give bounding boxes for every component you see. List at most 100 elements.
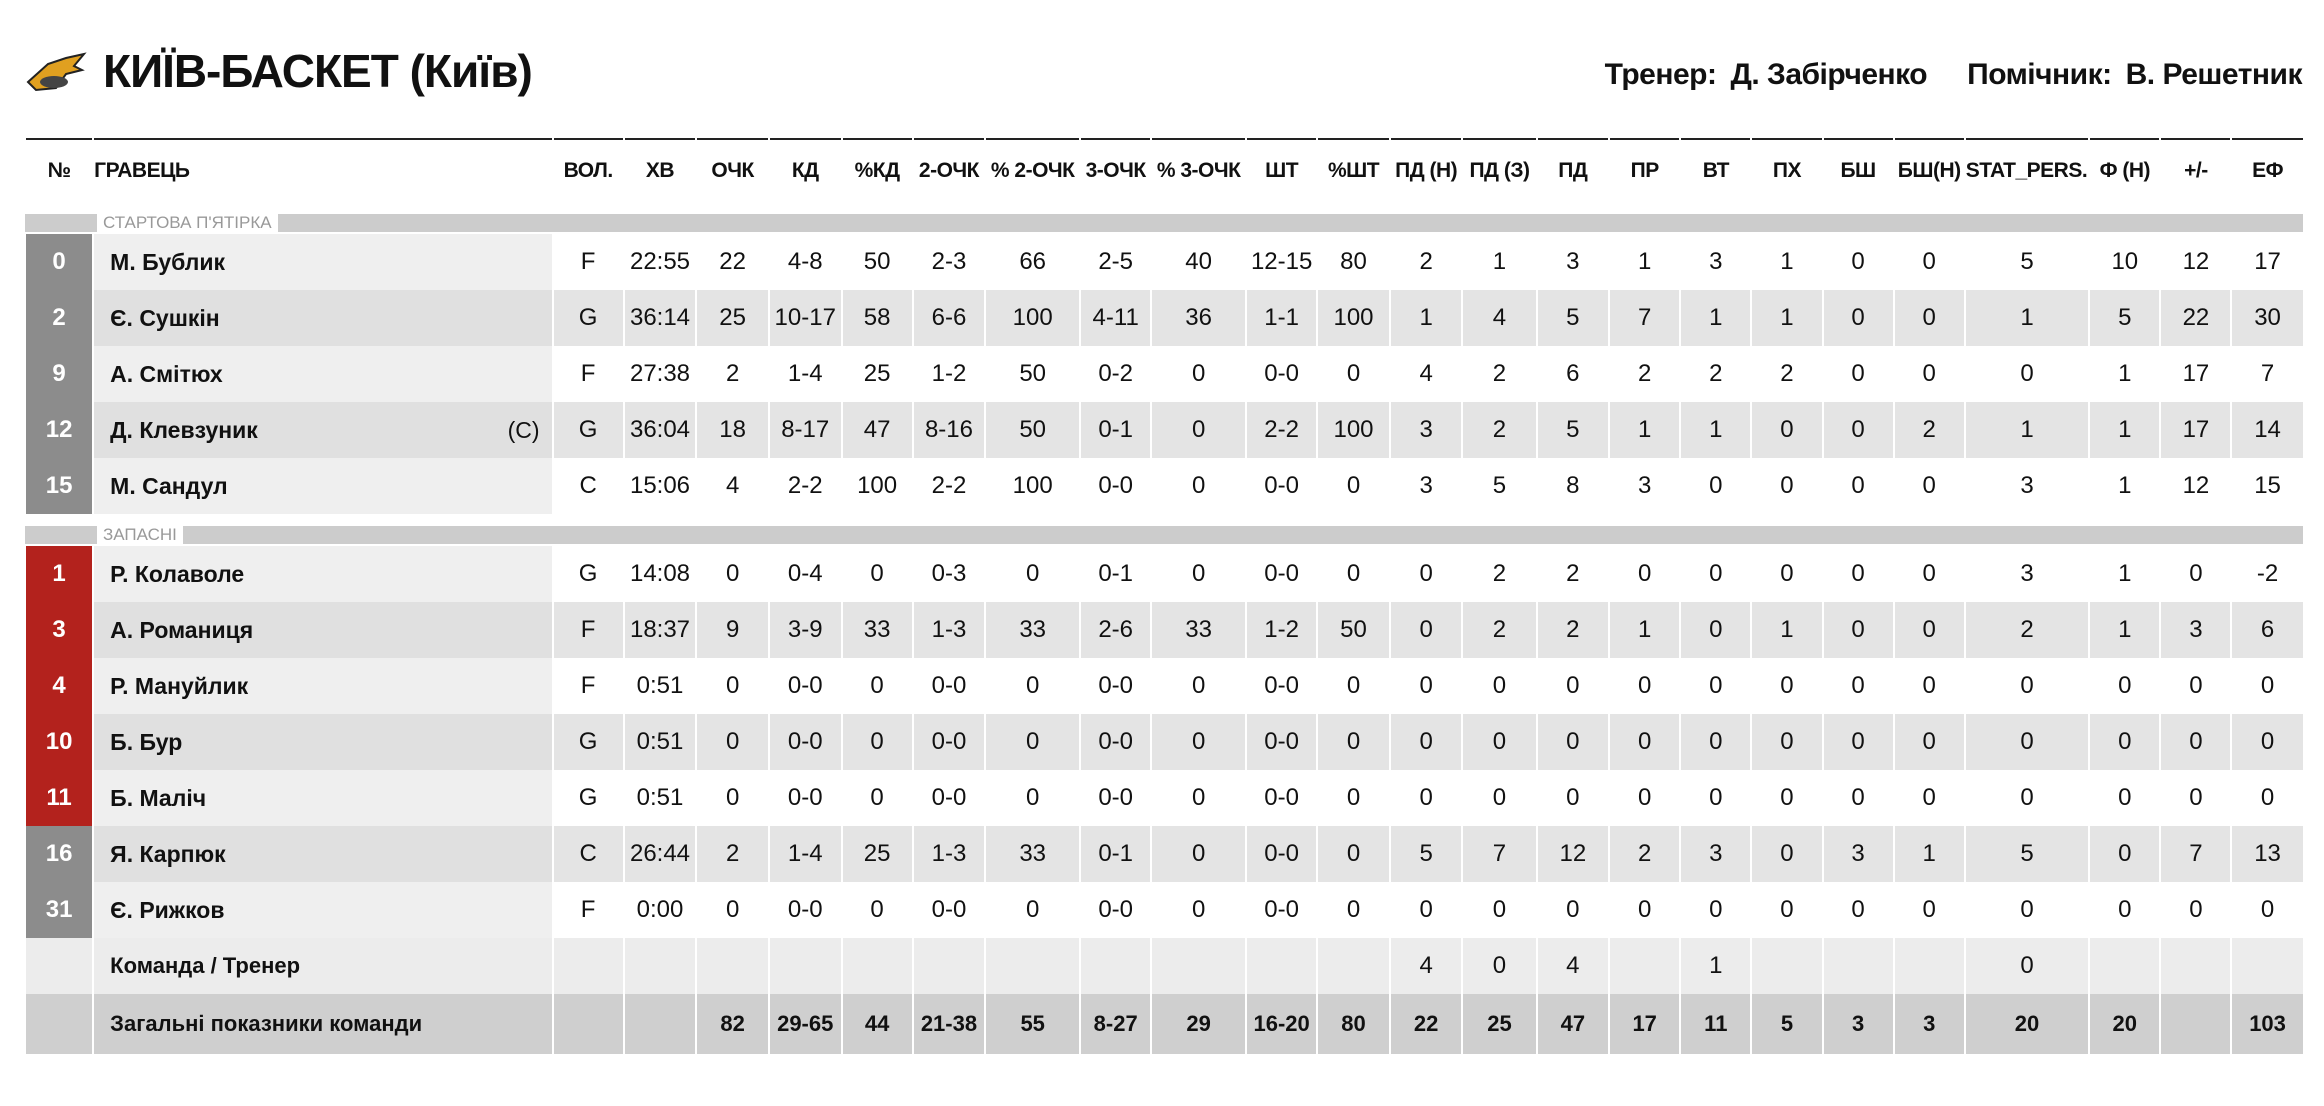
stat-cell: 0 xyxy=(1963,658,2090,714)
column-header: КД xyxy=(767,139,842,202)
stat-cell: 27:38 xyxy=(622,346,697,402)
stat-cell: 0 xyxy=(1316,346,1390,402)
stat-cell: 1 xyxy=(2088,402,2161,458)
stat-cell: 2-3 xyxy=(911,234,986,290)
stat-cell: 0 xyxy=(1150,402,1247,458)
stat-cell: 0 xyxy=(1821,546,1894,602)
stat-cell: 1-3 xyxy=(911,826,986,882)
stat-cell: 0:51 xyxy=(622,658,697,714)
stat-cell: 1-1 xyxy=(1245,290,1318,346)
stat-cell: 50 xyxy=(1316,602,1390,658)
stat-cell: 0 xyxy=(1963,882,2090,938)
stat-cell: 2 xyxy=(1535,602,1610,658)
column-header: % 3-ОЧК xyxy=(1150,139,1247,202)
stat-cell: 0-0 xyxy=(1245,826,1318,882)
totals-row: Загальні показники команди 82 29-65 44 21-38… xyxy=(23,994,2303,1054)
stat-cell: 6 xyxy=(1535,346,1610,402)
stat-cell: 29-65 xyxy=(767,994,842,1054)
column-header: 2-ОЧК xyxy=(911,139,986,202)
stat-cell: 0-1 xyxy=(1079,826,1152,882)
stat-cell: 4 xyxy=(1535,938,1610,994)
column-header: ВТ xyxy=(1679,139,1752,202)
stat-cell: 0 xyxy=(1821,402,1894,458)
stat-cell: 12 xyxy=(2159,234,2232,290)
stat-cell: F xyxy=(551,602,624,658)
stat-cell: 0-0 xyxy=(1245,346,1318,402)
stat-cell: 0 xyxy=(1821,458,1894,514)
stat-cell: 58 xyxy=(840,290,913,346)
column-header: ПД (Н) xyxy=(1388,139,1463,202)
stat-cell: 0 xyxy=(1608,546,1681,602)
player-name-text: Р. Мануйлик xyxy=(110,672,249,699)
stat-cell: 15:06 xyxy=(622,458,697,514)
stat-cell: 4 xyxy=(695,458,769,514)
stat-cell: 0 xyxy=(1821,290,1894,346)
stat-cell: 0 xyxy=(1750,770,1823,826)
stat-cell: 17 xyxy=(2230,234,2303,290)
stat-cell: 3 xyxy=(1892,994,1965,1054)
player-number: 16 xyxy=(23,826,94,882)
stat-cell: 0 xyxy=(1316,882,1390,938)
section-cell: ЗАПАСНІ xyxy=(25,514,2303,546)
player-name-text: Д. Клевзуник xyxy=(110,416,258,443)
stat-cell: 2 xyxy=(1461,402,1537,458)
player-number: 0 xyxy=(23,234,94,290)
team-row: Команда / Тренер 4 0 4 1 0 xyxy=(23,938,2303,994)
stat-cell: 0 xyxy=(840,882,913,938)
stat-cell: 17 xyxy=(2159,402,2232,458)
stat-cell: 21-38 xyxy=(911,994,986,1054)
stat-cell xyxy=(1316,938,1390,994)
stat-cell: 44 xyxy=(840,994,913,1054)
column-header: БШ xyxy=(1821,139,1894,202)
stat-cell: G xyxy=(551,402,624,458)
player-name-text: М. Сандул xyxy=(110,472,228,499)
stat-cell: 0 xyxy=(1963,346,2090,402)
stat-cell: 0 xyxy=(1608,658,1681,714)
stat-cell: -2 xyxy=(2230,546,2303,602)
stat-cell: 36:04 xyxy=(622,402,697,458)
section-bar: СТАРТОВА П'ЯТІРКА xyxy=(25,212,2303,234)
stat-cell xyxy=(1150,938,1247,994)
section-title: СТАРТОВА П'ЯТІРКА xyxy=(97,212,278,234)
stat-cell: G xyxy=(551,770,624,826)
stat-cell: 25 xyxy=(695,290,769,346)
stat-cell: 20 xyxy=(1963,994,2090,1054)
stat-cell: 0 xyxy=(2230,714,2303,770)
stat-cell: 0 xyxy=(2159,714,2232,770)
stat-cell: C xyxy=(551,826,624,882)
player-number: 12 xyxy=(23,402,94,458)
stat-cell: 7 xyxy=(2230,346,2303,402)
stat-cell: 0 xyxy=(2230,770,2303,826)
player-row: 11 Б. Маліч G 0:51 0 0-0 0 0-0 0 0-0 0 0-0 0 0 0 0 0 0 0 0 0… xyxy=(23,770,2303,826)
stat-cell: 0 xyxy=(1150,882,1247,938)
stat-cell: 0 xyxy=(1150,714,1247,770)
stat-cell: F xyxy=(551,234,624,290)
stat-cell: 2-2 xyxy=(1245,402,1318,458)
stat-cell: 15 xyxy=(2230,458,2303,514)
stat-cell: 2 xyxy=(1608,346,1681,402)
stat-cell: 0 xyxy=(1679,770,1752,826)
stat-cell: 22 xyxy=(695,234,769,290)
stat-cell: 0 xyxy=(695,714,769,770)
box-score-table: № ГРАВЕЦЬ ВОЛ. ХВ ОЧК КД %КД 2-ОЧК% 2-ОЧК 3-ОЧК%… xyxy=(23,138,2303,1054)
stat-cell: 25 xyxy=(840,346,913,402)
stat-cell: 0 xyxy=(2230,658,2303,714)
stat-cell: 2 xyxy=(1461,546,1537,602)
stat-cell: 0-0 xyxy=(767,770,842,826)
stat-cell: 29 xyxy=(1150,994,1247,1054)
section-bar: ЗАПАСНІ xyxy=(25,524,2303,546)
stat-cell: 55 xyxy=(984,994,1081,1054)
column-header: +/- xyxy=(2159,139,2232,202)
stat-cell: 100 xyxy=(1316,290,1390,346)
column-header: %КД xyxy=(840,139,913,202)
stat-cell: 0 xyxy=(1892,658,1965,714)
stat-cell: 0 xyxy=(1821,346,1894,402)
stat-cell: 0 xyxy=(840,714,913,770)
stat-cell: C xyxy=(551,458,624,514)
stat-cell: 0-0 xyxy=(1245,546,1318,602)
stat-cell: 0 xyxy=(1608,770,1681,826)
column-header: ПХ xyxy=(1750,139,1823,202)
stat-cell: 103 xyxy=(2230,994,2303,1054)
column-header: ПР xyxy=(1608,139,1681,202)
